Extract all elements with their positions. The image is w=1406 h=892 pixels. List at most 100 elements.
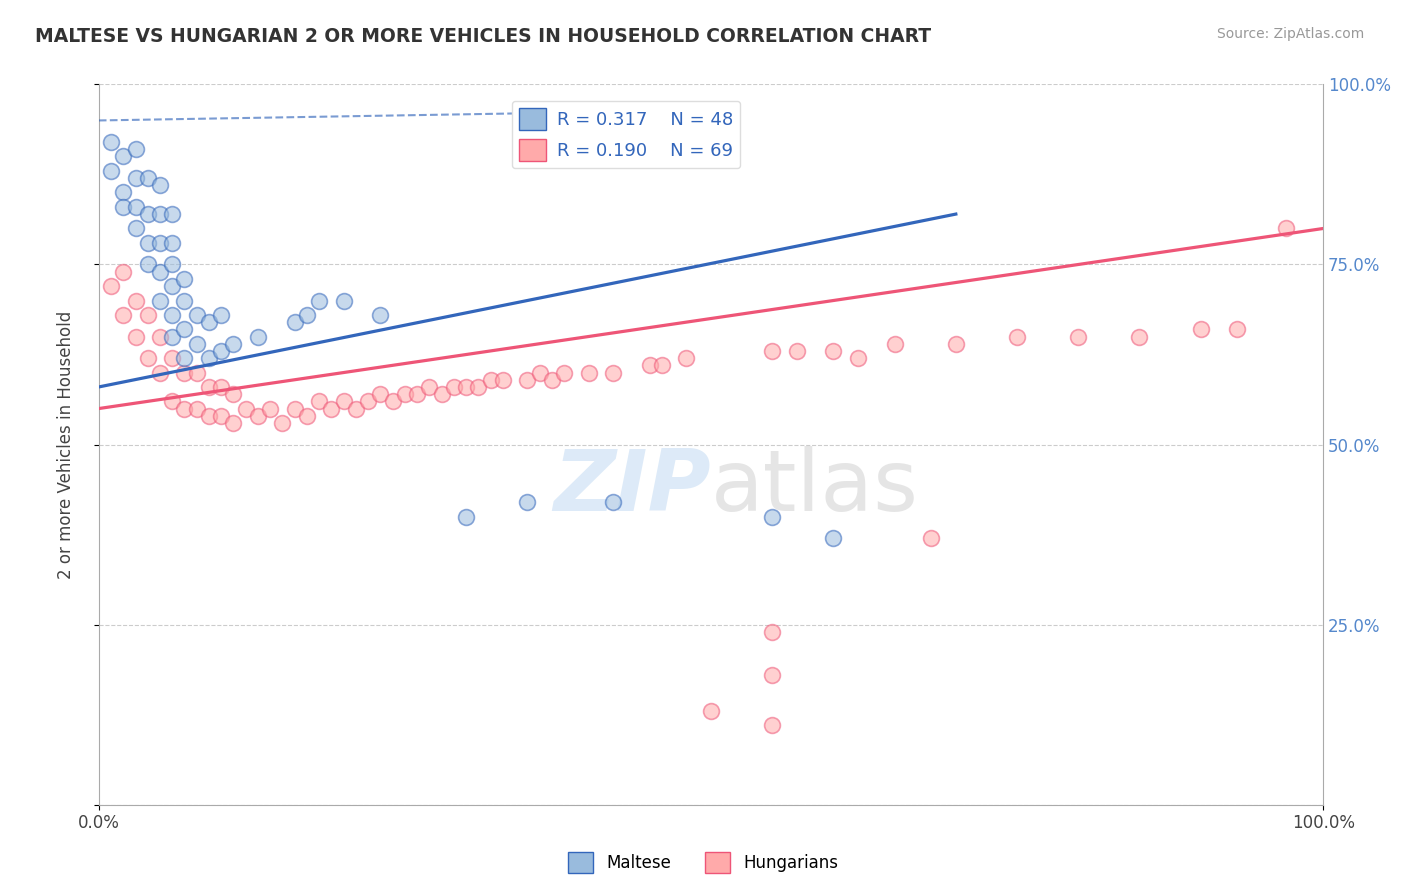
Point bbox=[540, 113, 562, 128]
Point bbox=[761, 718, 783, 732]
Point bbox=[198, 380, 221, 394]
Point bbox=[1189, 322, 1212, 336]
Text: ZIP: ZIP bbox=[554, 446, 711, 529]
Point bbox=[173, 366, 195, 380]
Point bbox=[638, 359, 661, 373]
Point bbox=[209, 343, 232, 358]
Point bbox=[112, 186, 135, 200]
Point bbox=[308, 293, 330, 308]
Point bbox=[786, 343, 808, 358]
Point bbox=[124, 200, 146, 214]
Point bbox=[945, 336, 967, 351]
Point bbox=[136, 351, 159, 365]
Point bbox=[209, 380, 232, 394]
Point bbox=[516, 495, 538, 509]
Point bbox=[1067, 329, 1090, 343]
Point bbox=[1226, 322, 1249, 336]
Point bbox=[149, 178, 172, 193]
Point bbox=[578, 366, 600, 380]
Point bbox=[186, 336, 208, 351]
Point bbox=[456, 509, 478, 524]
Point bbox=[492, 373, 515, 387]
Point bbox=[149, 366, 172, 380]
Point bbox=[1128, 329, 1150, 343]
Point bbox=[259, 401, 281, 416]
Point bbox=[823, 531, 845, 545]
Point bbox=[578, 113, 600, 128]
Point bbox=[162, 258, 184, 272]
Point bbox=[222, 416, 245, 430]
Point bbox=[920, 531, 942, 545]
Point bbox=[344, 401, 367, 416]
Point bbox=[529, 366, 551, 380]
Point bbox=[162, 279, 184, 293]
Point bbox=[222, 387, 245, 401]
Point bbox=[173, 351, 195, 365]
Point bbox=[675, 351, 697, 365]
Point bbox=[112, 200, 135, 214]
Point bbox=[394, 387, 416, 401]
Point bbox=[124, 171, 146, 186]
Point bbox=[124, 142, 146, 156]
Point bbox=[443, 380, 465, 394]
Point bbox=[761, 624, 783, 639]
Point bbox=[540, 373, 562, 387]
Point bbox=[553, 366, 575, 380]
Point bbox=[602, 366, 624, 380]
Point bbox=[418, 380, 440, 394]
Point bbox=[186, 366, 208, 380]
Point bbox=[308, 394, 330, 409]
Point bbox=[271, 416, 294, 430]
Point bbox=[198, 409, 221, 423]
Point bbox=[173, 322, 195, 336]
Point bbox=[173, 401, 195, 416]
Text: atlas: atlas bbox=[711, 446, 920, 529]
Point bbox=[332, 293, 354, 308]
Point bbox=[467, 380, 489, 394]
Point bbox=[136, 308, 159, 322]
Point bbox=[456, 380, 478, 394]
Point bbox=[149, 329, 172, 343]
Point bbox=[124, 329, 146, 343]
Point bbox=[761, 509, 783, 524]
Point bbox=[100, 135, 122, 149]
Text: Source: ZipAtlas.com: Source: ZipAtlas.com bbox=[1216, 27, 1364, 41]
Point bbox=[357, 394, 380, 409]
Point bbox=[222, 336, 245, 351]
Point bbox=[162, 308, 184, 322]
Point bbox=[173, 293, 195, 308]
Point bbox=[100, 279, 122, 293]
Point bbox=[1275, 221, 1298, 235]
Point bbox=[406, 387, 429, 401]
Point bbox=[186, 308, 208, 322]
Point bbox=[136, 171, 159, 186]
Point bbox=[209, 308, 232, 322]
Point bbox=[700, 704, 723, 718]
Point bbox=[295, 308, 318, 322]
Point bbox=[332, 394, 354, 409]
Point bbox=[321, 401, 343, 416]
Point bbox=[1005, 329, 1028, 343]
Point bbox=[173, 272, 195, 286]
Point bbox=[124, 221, 146, 235]
Point bbox=[209, 409, 232, 423]
Point bbox=[100, 164, 122, 178]
Point bbox=[479, 373, 502, 387]
Point bbox=[602, 495, 624, 509]
Point bbox=[381, 394, 404, 409]
Point bbox=[149, 207, 172, 221]
Point bbox=[186, 401, 208, 416]
Point bbox=[235, 401, 257, 416]
Point bbox=[149, 293, 172, 308]
Point bbox=[846, 351, 869, 365]
Point bbox=[430, 387, 453, 401]
Point bbox=[136, 207, 159, 221]
Point bbox=[651, 359, 673, 373]
Point bbox=[162, 207, 184, 221]
Point bbox=[162, 329, 184, 343]
Point bbox=[149, 235, 172, 250]
Point bbox=[112, 265, 135, 279]
Point bbox=[823, 343, 845, 358]
Legend: Maltese, Hungarians: Maltese, Hungarians bbox=[561, 846, 845, 880]
Point bbox=[136, 258, 159, 272]
